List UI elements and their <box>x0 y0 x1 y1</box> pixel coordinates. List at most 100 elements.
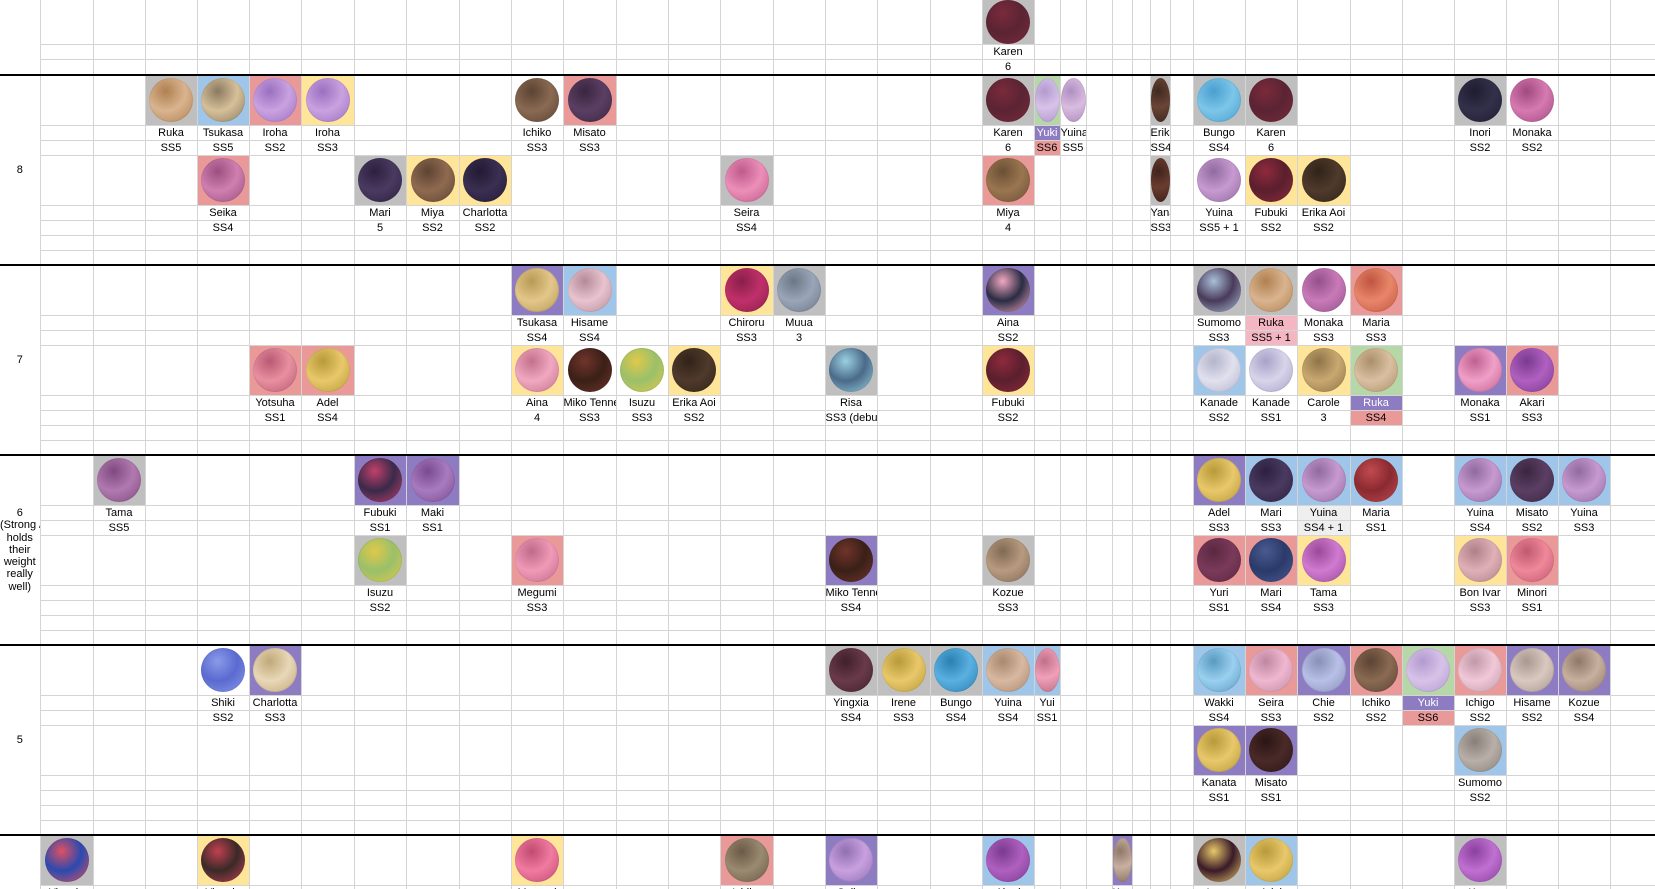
grid-cell[interactable] <box>406 440 460 456</box>
grid-cell[interactable] <box>773 74 826 126</box>
grid-cell[interactable] <box>406 885 460 889</box>
character-name-cell[interactable]: Seira <box>720 205 774 221</box>
grid-cell[interactable] <box>1086 0 1113 45</box>
grid-cell[interactable] <box>1558 264 1611 316</box>
grid-cell[interactable] <box>511 205 564 221</box>
grid-cell[interactable] <box>1060 264 1087 316</box>
grid-cell[interactable] <box>668 805 721 821</box>
character-rank-cell[interactable]: SS3 <box>720 330 774 346</box>
grid-cell[interactable] <box>1086 59 1113 76</box>
grid-cell[interactable] <box>249 885 302 889</box>
grid-cell[interactable] <box>825 725 878 776</box>
character-name-cell[interactable]: Tama <box>1297 585 1351 601</box>
character-rank-cell[interactable]: SS4 <box>1245 600 1298 616</box>
character-portrait-cell[interactable] <box>1506 644 1559 696</box>
grid-cell[interactable] <box>1060 410 1087 426</box>
grid-cell[interactable] <box>93 725 146 776</box>
grid-cell[interactable] <box>406 264 460 316</box>
grid-cell[interactable] <box>145 834 198 886</box>
grid-cell[interactable] <box>1034 820 1061 836</box>
grid-cell[interactable] <box>1060 454 1087 506</box>
grid-cell[interactable] <box>511 630 564 646</box>
character-portrait-cell[interactable] <box>1454 454 1507 506</box>
character-name-cell[interactable]: Hisame <box>563 315 617 331</box>
grid-cell[interactable] <box>825 330 878 346</box>
grid-cell[interactable] <box>1558 820 1611 836</box>
grid-cell[interactable] <box>1086 250 1113 266</box>
character-rank-cell[interactable]: SS3 <box>877 710 931 726</box>
grid-cell[interactable] <box>773 775 826 791</box>
grid-cell[interactable] <box>1112 264 1133 316</box>
grid-cell[interactable] <box>616 834 669 886</box>
grid-cell[interactable] <box>1034 775 1061 791</box>
grid-cell[interactable] <box>1150 585 1171 601</box>
grid-cell[interactable] <box>877 600 931 616</box>
character-portrait-cell[interactable] <box>616 345 669 396</box>
grid-cell[interactable] <box>249 454 302 506</box>
grid-cell[interactable] <box>668 644 721 696</box>
character-portrait-cell[interactable] <box>1454 644 1507 696</box>
grid-cell[interactable] <box>1506 264 1559 316</box>
grid-cell[interactable] <box>982 805 1035 821</box>
grid-cell[interactable] <box>668 220 721 236</box>
grid-cell[interactable] <box>145 264 198 316</box>
grid-cell[interactable] <box>877 345 931 396</box>
grid-cell[interactable] <box>249 205 302 221</box>
grid-cell[interactable] <box>40 615 94 631</box>
grid-cell[interactable] <box>354 615 407 631</box>
grid-cell[interactable] <box>1506 615 1559 631</box>
character-portrait-cell[interactable] <box>1034 74 1061 126</box>
character-portrait-cell[interactable] <box>982 644 1035 696</box>
grid-cell[interactable] <box>1454 59 1507 76</box>
grid-cell[interactable] <box>145 535 198 586</box>
grid-cell[interactable] <box>406 59 460 76</box>
character-portrait-cell[interactable] <box>1193 74 1246 126</box>
grid-cell[interactable] <box>668 315 721 331</box>
character-rank-cell[interactable]: SS4 <box>1558 710 1611 726</box>
grid-cell[interactable] <box>1454 44 1507 60</box>
grid-cell[interactable] <box>93 74 146 126</box>
character-rank-cell[interactable]: SS3 <box>1558 520 1611 536</box>
grid-cell[interactable] <box>930 74 983 126</box>
grid-cell[interactable] <box>1245 0 1298 45</box>
grid-cell[interactable] <box>877 44 931 60</box>
grid-cell[interactable] <box>616 790 669 806</box>
character-name-cell[interactable]: Irene <box>1193 885 1246 889</box>
grid-cell[interactable] <box>1086 805 1113 821</box>
character-rank-cell[interactable]: SS1 <box>1245 410 1298 426</box>
character-rank-cell[interactable]: SS2 <box>459 220 512 236</box>
grid-cell[interactable] <box>459 125 512 141</box>
character-rank-cell[interactable]: SS1 <box>354 520 407 536</box>
grid-cell[interactable] <box>1402 885 1455 889</box>
character-rank-cell[interactable]: SS2 <box>1506 140 1559 156</box>
grid-cell[interactable] <box>1150 410 1171 426</box>
character-portrait-cell[interactable] <box>354 535 407 586</box>
grid-cell[interactable] <box>1150 520 1171 536</box>
grid-cell[interactable] <box>1086 710 1113 726</box>
grid-cell[interactable] <box>563 425 617 441</box>
grid-cell[interactable] <box>616 615 669 631</box>
character-name-cell[interactable]: Wakki <box>1193 695 1246 711</box>
grid-cell[interactable] <box>93 600 146 616</box>
grid-cell[interactable] <box>459 834 512 886</box>
character-rank-cell[interactable]: SS3 <box>1350 330 1403 346</box>
character-portrait-cell[interactable] <box>1193 644 1246 696</box>
character-name-cell[interactable]: Kura <box>1454 885 1507 889</box>
grid-cell[interactable] <box>720 790 774 806</box>
grid-cell[interactable] <box>773 834 826 886</box>
grid-cell[interactable] <box>773 454 826 506</box>
grid-cell[interactable] <box>563 44 617 60</box>
grid-cell[interactable] <box>145 44 198 60</box>
grid-cell[interactable] <box>1454 630 1507 646</box>
grid-cell[interactable] <box>459 710 512 726</box>
grid-cell[interactable] <box>1086 235 1113 251</box>
grid-cell[interactable] <box>511 710 564 726</box>
character-portrait-cell[interactable] <box>1150 74 1171 126</box>
character-name-cell[interactable]: Seika <box>825 885 878 889</box>
grid-cell[interactable] <box>773 395 826 411</box>
character-name-cell[interactable]: Mari <box>354 205 407 221</box>
grid-cell[interactable] <box>720 44 774 60</box>
grid-cell[interactable] <box>1402 155 1455 206</box>
grid-cell[interactable] <box>563 235 617 251</box>
grid-cell[interactable] <box>301 615 355 631</box>
